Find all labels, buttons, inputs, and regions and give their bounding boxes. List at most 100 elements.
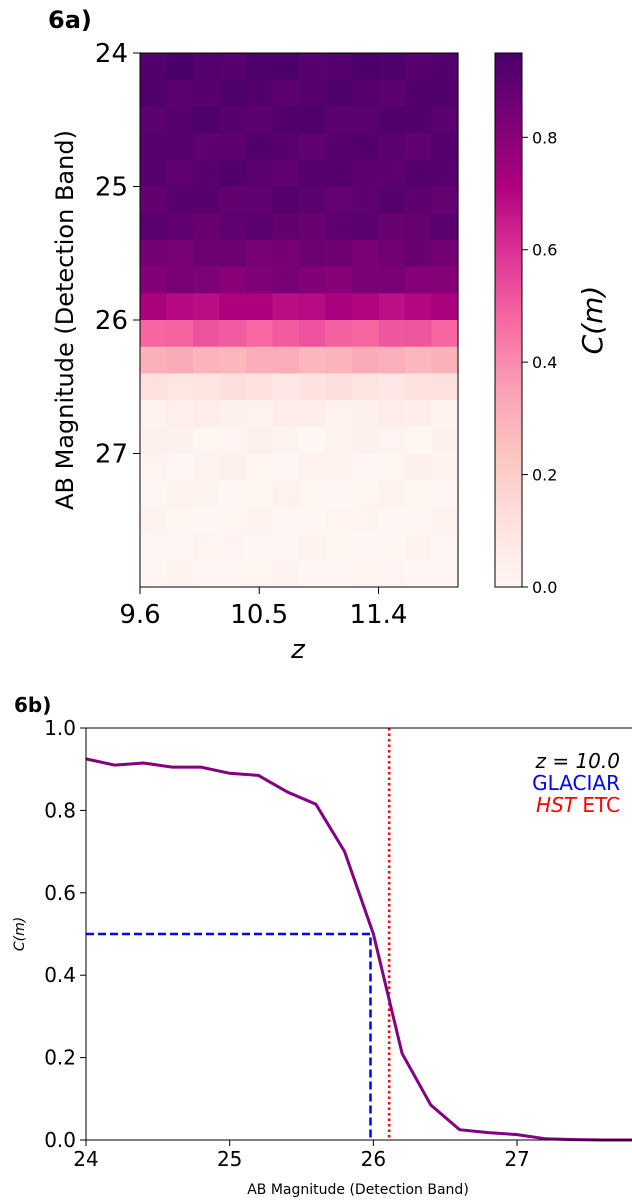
heatmap-cell [299, 426, 327, 455]
heatmap-cell [166, 106, 194, 134]
legend-redshift: z = 10.0 [534, 749, 620, 773]
heatmap-cell [219, 79, 247, 107]
colorbar-label: C(m) [576, 286, 609, 355]
heatmap-cell [193, 480, 221, 508]
legend-glaciar: GLACIAR [532, 771, 620, 795]
heatmap-cell [193, 266, 221, 294]
heatmap-cell [219, 213, 247, 241]
heatmap-cell [378, 239, 406, 268]
heatmap-cell [325, 133, 353, 161]
heatmap-cell [140, 533, 168, 561]
heatmap-cell [299, 453, 327, 481]
heatmap-cell [140, 79, 168, 107]
heatmap-cell [378, 53, 406, 81]
heatmap-cell [246, 159, 274, 188]
heatmap-cell [246, 480, 274, 508]
heatmap-cell [219, 293, 247, 321]
heatmap-cell [405, 79, 433, 107]
heatmap-cell [352, 320, 380, 348]
heatmap-cell [140, 426, 168, 455]
heatmap-cell [246, 186, 274, 214]
heatmap-cell [352, 239, 380, 268]
line-y-tick-label: 0.0 [44, 1128, 76, 1152]
heatmap-cell [325, 53, 353, 81]
heatmap-cell [405, 453, 433, 481]
heatmap-cell [405, 373, 433, 401]
heatmap-cell [246, 426, 274, 455]
heatmap-cell [299, 53, 327, 81]
heatmap-cell [193, 186, 221, 214]
heatmap-cell [352, 506, 380, 535]
heatmap-cell [431, 320, 459, 348]
heatmap-cell [193, 400, 221, 428]
heatmap-cell [378, 159, 406, 188]
heatmap-cell [219, 106, 247, 134]
heatmap-cell [431, 266, 459, 294]
heatmap-cells [140, 53, 459, 588]
heatmap-y-tick-label: 25 [95, 173, 128, 203]
heatmap-cell [193, 133, 221, 161]
heatmap-cell [431, 560, 459, 588]
heatmap-y-axis-label: AB Magnitude (Detection Band) [51, 130, 79, 510]
heatmap-cell [325, 320, 353, 348]
heatmap-cell [299, 373, 327, 401]
heatmap-cell [431, 346, 459, 374]
heatmap-cell [378, 293, 406, 321]
heatmap-cell [246, 106, 274, 134]
heatmap-cell [166, 133, 194, 161]
heatmap-cell [219, 266, 247, 294]
legend: z = 10.0 GLACIAR HST ETC [532, 749, 620, 817]
heatmap-cell [352, 79, 380, 107]
colorbar-tick-label: 0.2 [532, 466, 557, 485]
heatmap-cell [246, 239, 274, 268]
heatmap-cell [219, 133, 247, 161]
heatmap-cell [166, 53, 194, 81]
heatmap-cell [193, 506, 221, 535]
heatmap-cell [352, 453, 380, 481]
heatmap-cell [431, 293, 459, 321]
heatmap-cell [352, 400, 380, 428]
heatmap-cell [378, 79, 406, 107]
heatmap-cell [193, 293, 221, 321]
heatmap-cell [378, 320, 406, 348]
heatmap-cell [325, 453, 353, 481]
colorbar-tick-label: 0.0 [532, 578, 557, 597]
heatmap-cell [431, 186, 459, 214]
heatmap-cell [352, 133, 380, 161]
heatmap-cell [405, 533, 433, 561]
heatmap-cell [140, 373, 168, 401]
heatmap-cell [405, 186, 433, 214]
heatmap-cell [219, 560, 247, 588]
heatmap-cell [431, 453, 459, 481]
heatmap-cell [166, 453, 194, 481]
heatmap-y-tick-label: 27 [95, 440, 128, 470]
heatmap-cell [246, 79, 274, 107]
heatmap-cell [166, 480, 194, 508]
heatmap-cell [325, 186, 353, 214]
heatmap-cell [431, 400, 459, 428]
heatmap-cell [246, 373, 274, 401]
heatmap-cell [405, 560, 433, 588]
legend-etc: ETC [576, 793, 620, 817]
heatmap-cell [193, 346, 221, 374]
heatmap-cell [405, 346, 433, 374]
heatmap-cell [272, 533, 300, 561]
heatmap-cell [431, 426, 459, 455]
heatmap-x-tick-label: 10.5 [230, 600, 288, 630]
heatmap-cell [299, 266, 327, 294]
heatmap-cell [378, 133, 406, 161]
heatmap-cell [219, 533, 247, 561]
heatmap-y-tick-label: 26 [95, 306, 128, 336]
heatmap-cell [431, 159, 459, 188]
heatmap-cell [219, 320, 247, 348]
heatmap-cell [299, 533, 327, 561]
heatmap-cell [166, 159, 194, 188]
heatmap-cell [246, 133, 274, 161]
heatmap-cell [431, 239, 459, 268]
heatmap-cell [299, 133, 327, 161]
heatmap-cell [246, 320, 274, 348]
heatmap-cell [272, 560, 300, 588]
heatmap-cell [352, 533, 380, 561]
heatmap-cell [272, 106, 300, 134]
heatmap-cell [431, 506, 459, 535]
